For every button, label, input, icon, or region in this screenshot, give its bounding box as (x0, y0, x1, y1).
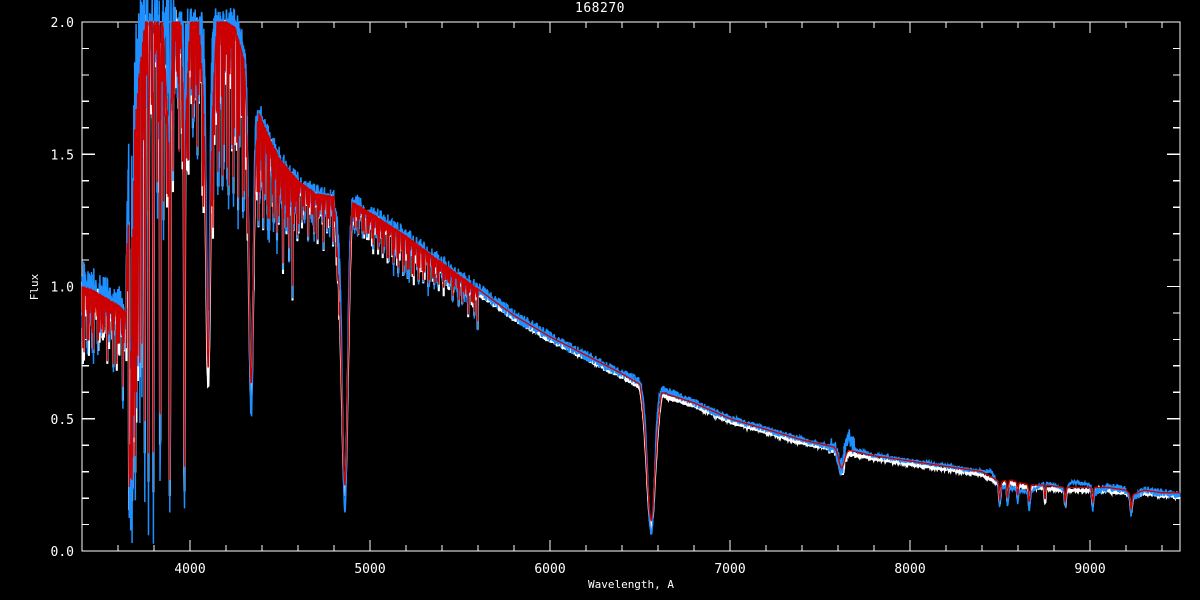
x-axis-tick-labels: 4000 5000 6000 7000 8000 9000 (174, 562, 1105, 577)
y-axis-tick-labels: 0.0 0.5 1.0 1.5 2.0 (51, 16, 74, 560)
y-axis-label: Flux (28, 273, 41, 300)
plot-title: 168270 (575, 1, 625, 16)
x-tick-label: 7000 (714, 562, 745, 577)
y-tick-label: 1.5 (51, 148, 74, 163)
y-tick-label: 0.5 (51, 413, 74, 428)
x-tick-label: 4000 (174, 562, 205, 577)
y-tick-label: 0.0 (51, 545, 74, 560)
x-tick-label: 9000 (1074, 562, 1105, 577)
x-tick-label: 5000 (354, 562, 385, 577)
x-tick-label: 6000 (534, 562, 565, 577)
y-tick-label: 2.0 (51, 16, 74, 31)
series-layer (80, 0, 1181, 544)
x-axis-label: Wavelength, A (588, 578, 674, 591)
y-tick-label: 1.0 (51, 281, 74, 296)
x-tick-label: 8000 (894, 562, 925, 577)
model-spectrum-trace (81, 21, 1180, 522)
